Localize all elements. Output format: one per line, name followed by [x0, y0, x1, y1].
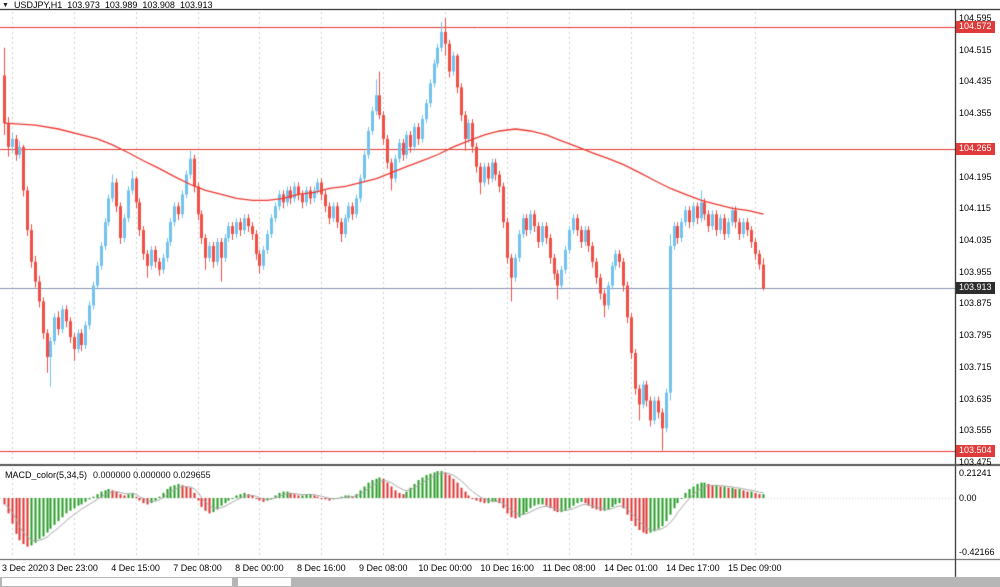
time-label: 7 Dec 08:00	[173, 563, 222, 573]
price-tick: 104.115	[959, 203, 991, 214]
macd-axis-label: 0.21241	[959, 468, 992, 478]
price-tick: 104.035	[959, 235, 992, 245]
time-label: 4 Dec 15:00	[111, 563, 160, 573]
ohlc-info-bar: ▼ USDJPY,H1 103.973 103.989 103.908 103.…	[2, 0, 212, 10]
price-tick: 103.475	[959, 457, 992, 467]
symbol-marker-icon[interactable]: ▼	[2, 1, 9, 9]
ohlc-high: 103.989	[104, 0, 138, 10]
current-price-badge: 103.913	[956, 282, 995, 295]
price-tick: 103.795	[959, 330, 992, 341]
time-label: 10 Dec 00:00	[418, 563, 472, 573]
horizontal-scrollbar[interactable]	[0, 577, 1000, 587]
price-tick: 104.195	[959, 171, 992, 182]
ohlc-open: 103.973	[67, 0, 100, 10]
time-label: 14 Dec 01:00	[604, 563, 658, 573]
price-tick: 104.355	[959, 108, 992, 119]
macd-indicator-values: 0.000000 0.000000 0.029655	[93, 470, 211, 480]
price-tick: 103.715	[959, 361, 992, 372]
time-label: 15 Dec 09:00	[727, 563, 782, 573]
time-label: 9 Dec 08:00	[358, 563, 408, 573]
ohlc-low: 103.908	[142, 0, 175, 10]
price-tick: 103.635	[959, 393, 992, 404]
price-tick: 103.955	[959, 266, 992, 277]
price-tick: 104.435	[959, 76, 992, 87]
macd-axis-label: -0.42166	[959, 546, 995, 557]
time-label: 11 Dec 08:00	[542, 563, 596, 573]
price-level-badge: 104.265	[956, 142, 995, 155]
price-tick: 103.875	[959, 298, 992, 309]
time-label: 8 Dec 16:00	[297, 563, 346, 573]
macd-indicator-name: MACD_color(5,34,5)	[5, 470, 88, 480]
macd-axis-label: 0.00	[959, 493, 977, 503]
price-tick: 104.595	[959, 13, 992, 23]
price-tick: 104.515	[959, 44, 992, 55]
symbol-timeframe-label: USDJPY,H1	[13, 0, 63, 10]
time-label: 3 Dec 2020	[2, 563, 49, 573]
price-level-badge: 104.572	[956, 21, 995, 34]
time-label: 14 Dec 17:00	[666, 563, 720, 573]
macd-indicator-label: MACD_color(5,34,5) 0.000000 0.000000 0.02…	[5, 470, 211, 480]
scrollbar-thumb[interactable]	[2, 578, 232, 586]
ohlc-close: 103.913	[179, 0, 213, 10]
scrollbar-thumb-secondary[interactable]	[238, 578, 291, 586]
time-label: 8 Dec 00:00	[235, 563, 284, 573]
time-label: 3 Dec 23:00	[49, 563, 98, 573]
price-level-badge: 103.504	[956, 444, 995, 457]
price-tick: 103.555	[959, 425, 992, 436]
time-label: 10 Dec 16:00	[480, 563, 534, 573]
